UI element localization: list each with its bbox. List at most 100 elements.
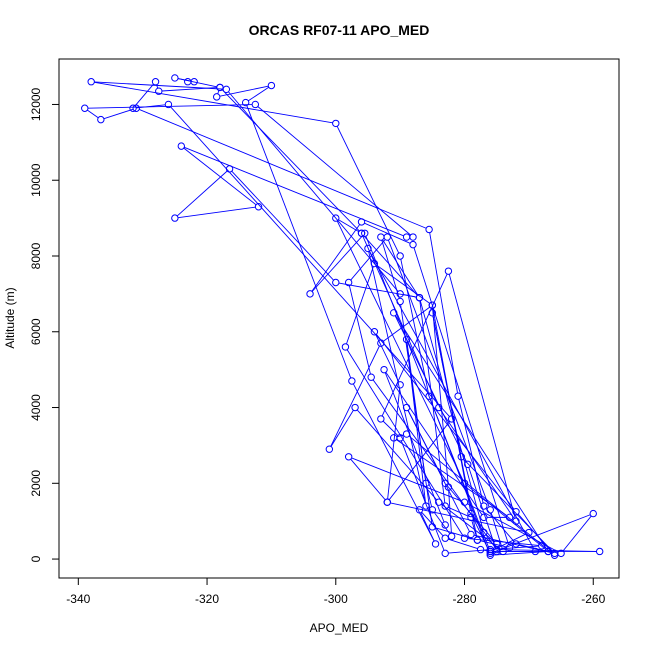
series-segment: [376, 333, 515, 510]
series-segment: [407, 410, 470, 532]
data-point: [254, 203, 263, 211]
series-segment: [372, 379, 496, 548]
series-segment: [448, 549, 488, 554]
data-point: [447, 532, 456, 541]
series-segment: [351, 457, 462, 502]
series-segment: [156, 84, 159, 89]
data-point: [499, 547, 507, 556]
chart-title: ORCAS RF07-11 APO_MED: [249, 22, 430, 38]
data-point: [97, 115, 105, 124]
data-point: [422, 479, 430, 487]
series-segment: [440, 409, 515, 519]
data-point: [383, 233, 391, 241]
data-point: [415, 293, 424, 302]
series-segment: [176, 170, 228, 217]
series-segment: [376, 265, 430, 304]
data-point: [380, 365, 388, 374]
data-point: [505, 513, 514, 522]
series-segment: [170, 106, 450, 417]
x-axis-label: APO_MED: [310, 621, 369, 635]
data-point: [428, 301, 437, 309]
data-point: [525, 528, 533, 537]
y-tick-label: 12000: [29, 87, 43, 121]
data-point: [367, 373, 375, 381]
data-point: [441, 534, 449, 542]
series-segment: [382, 239, 419, 296]
data-point: [428, 506, 437, 514]
series-segment: [433, 512, 451, 535]
data-point: [344, 278, 353, 287]
series-segment: [348, 285, 371, 375]
data-point: [460, 479, 469, 487]
data-point: [402, 430, 411, 438]
series-segment: [183, 147, 257, 206]
series-segment: [311, 235, 363, 292]
data-point: [464, 460, 472, 469]
series-segment: [248, 86, 269, 102]
series-segment: [432, 308, 449, 484]
series-segment: [217, 90, 220, 94]
data-point: [213, 93, 221, 101]
data-point: [425, 225, 433, 234]
y-tick-label: 4000: [29, 394, 43, 421]
series-segment: [350, 458, 386, 501]
series-segment: [429, 398, 490, 553]
y-axis: 0 2000 4000 6000 8000 10000 12000: [29, 87, 60, 562]
data-point: [357, 229, 366, 237]
data-point: [332, 278, 340, 287]
x-tick-label: -280: [453, 592, 477, 606]
data-point: [370, 259, 379, 268]
series-segment: [408, 435, 553, 554]
data-point: [493, 545, 501, 554]
series-segment: [336, 220, 464, 481]
data-point: [251, 100, 260, 109]
data-point: [428, 309, 437, 317]
series-lines: [87, 78, 597, 556]
data-point: [383, 498, 391, 506]
data-point: [425, 392, 433, 400]
x-tick-label: -340: [66, 592, 90, 606]
series-segment: [364, 222, 411, 244]
series-segment: [330, 345, 380, 447]
y-tick-label: 6000: [29, 318, 43, 345]
series-segment: [177, 206, 256, 219]
data-point: [595, 547, 604, 556]
data-point: [171, 74, 179, 82]
series-segment: [448, 538, 478, 550]
series-segment: [87, 109, 99, 119]
data-point: [396, 252, 404, 260]
data-point: [480, 502, 488, 510]
series-segment: [395, 315, 547, 550]
data-point: [370, 328, 379, 336]
data-point: [493, 540, 501, 548]
series-segment: [136, 104, 166, 109]
y-tick-label: 0: [29, 555, 43, 562]
data-point: [505, 543, 514, 552]
series-segment: [363, 235, 418, 296]
series-segment: [447, 506, 469, 517]
data-point: [486, 551, 494, 559]
data-point: [225, 165, 234, 173]
data-point: [332, 119, 340, 128]
data-point: [441, 549, 449, 558]
series-segment: [394, 315, 467, 462]
data-point: [480, 528, 488, 537]
data-point: [457, 453, 465, 461]
series-points: [81, 74, 604, 559]
data-point: [447, 415, 456, 423]
data-point: [550, 551, 559, 559]
series-segment: [432, 308, 471, 511]
series-segment: [246, 105, 352, 379]
series-segment: [311, 224, 361, 292]
data-point: [422, 502, 430, 510]
data-point: [267, 81, 276, 90]
data-point: [177, 142, 185, 150]
data-point: [431, 540, 440, 548]
series-segment: [387, 387, 401, 500]
data-point: [241, 98, 250, 107]
y-tick-label: 2000: [29, 470, 43, 497]
x-tick-label: -260: [581, 592, 605, 606]
data-point: [164, 100, 173, 109]
series-segment: [400, 440, 445, 551]
data-point: [357, 218, 366, 226]
